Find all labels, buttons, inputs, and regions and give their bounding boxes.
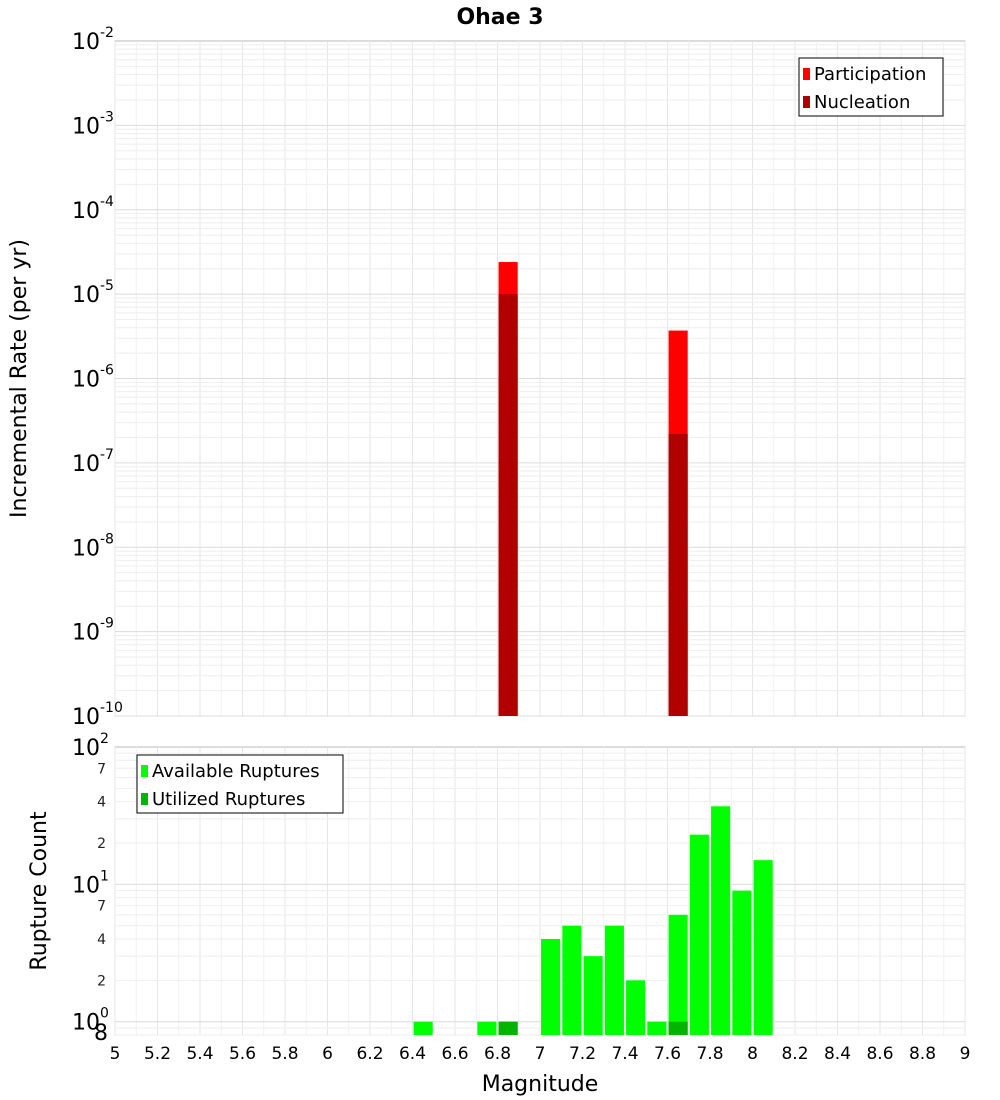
x-tick-label: 5 bbox=[110, 1044, 121, 1064]
legend-box bbox=[798, 57, 944, 117]
y-tick-label: 10 bbox=[72, 283, 100, 308]
x-tick-label: 6.6 bbox=[441, 1044, 468, 1064]
y-minor-tick-label: 8 bbox=[94, 1021, 108, 1046]
bar-utilized-ruptures bbox=[668, 1021, 688, 1035]
bottom-bars bbox=[413, 806, 773, 1035]
bar-available-ruptures bbox=[668, 914, 688, 1035]
y-tick-exponent: 2 bbox=[100, 731, 109, 747]
y-minor-tick-label: 7 bbox=[97, 899, 106, 915]
top-legend: Participation Nucleation bbox=[798, 57, 944, 117]
y-tick-exponent: 0 bbox=[100, 1006, 109, 1022]
bar-available-ruptures bbox=[541, 939, 561, 1035]
y-tick-label: 10 bbox=[72, 368, 100, 393]
y-minor-tick-label: 2 bbox=[97, 836, 106, 852]
legend-entry: Utilized Ruptures bbox=[152, 789, 305, 810]
y-tick-exponent: -9 bbox=[100, 616, 114, 632]
bar-available-ruptures bbox=[604, 925, 624, 1035]
x-ticks: 5 5.2 5.4 5.6 5.8 6 6.2 6.4 6.6 6.8 7 7.2 7.4 7.6 7.8 8… bbox=[110, 1044, 971, 1064]
x-tick-label: 7.4 bbox=[611, 1044, 638, 1064]
bar-available-ruptures bbox=[477, 1021, 497, 1035]
x-tick-label: 7.8 bbox=[696, 1044, 723, 1064]
bar-available-ruptures bbox=[732, 890, 752, 1035]
x-tick-label: 6 bbox=[322, 1044, 333, 1064]
bottom-y-axis-label: Rupture Count bbox=[27, 811, 52, 971]
top-bars bbox=[498, 262, 688, 716]
x-axis-label: Magnitude bbox=[482, 1072, 599, 1097]
y-tick-label: 10 bbox=[72, 114, 100, 139]
y-tick-exponent: -7 bbox=[100, 447, 114, 463]
top-y-ticks: 10-210-310-410-510-610-710-810-910-10 bbox=[72, 25, 123, 730]
x-tick-label: 6.4 bbox=[399, 1044, 426, 1064]
x-tick-label: 6.2 bbox=[356, 1044, 383, 1064]
legend-entry: Nucleation bbox=[814, 92, 910, 113]
bar-nucleation bbox=[668, 433, 688, 716]
y-tick-label: 10 bbox=[72, 452, 100, 477]
y-minor-tick-label: 7 bbox=[97, 761, 106, 777]
x-tick-label: 6.8 bbox=[484, 1044, 511, 1064]
x-tick-label: 8.8 bbox=[909, 1044, 936, 1064]
y-tick-label: 10 bbox=[72, 1011, 100, 1036]
x-tick-label: 5.6 bbox=[229, 1044, 256, 1064]
bar-available-ruptures bbox=[689, 834, 709, 1035]
x-tick-label: 8.2 bbox=[781, 1044, 808, 1064]
chart-title: Ohae 3 bbox=[456, 5, 543, 30]
bar-utilized-ruptures bbox=[498, 1021, 518, 1035]
legend-box bbox=[136, 754, 344, 814]
y-tick-exponent: -4 bbox=[100, 194, 114, 210]
top-y-axis-label: Incremental Rate (per yr) bbox=[7, 239, 32, 518]
x-tick-label: 7.2 bbox=[569, 1044, 596, 1064]
bar-available-ruptures bbox=[562, 925, 582, 1035]
x-tick-label: 5.2 bbox=[144, 1044, 171, 1064]
bar-nucleation bbox=[498, 294, 518, 716]
bar-available-ruptures bbox=[753, 860, 773, 1035]
x-tick-label: 8 bbox=[747, 1044, 758, 1064]
y-tick-label: 10 bbox=[72, 873, 100, 898]
bar-available-ruptures bbox=[583, 956, 603, 1035]
legend-swatch bbox=[141, 765, 148, 777]
y-tick-exponent: -6 bbox=[100, 363, 114, 379]
bar-available-ruptures bbox=[711, 806, 731, 1035]
y-tick-exponent: 1 bbox=[100, 868, 109, 884]
x-tick-label: 5.4 bbox=[186, 1044, 213, 1064]
legend-swatch bbox=[141, 793, 148, 805]
y-tick-exponent: -2 bbox=[100, 25, 114, 41]
x-tick-label: 7 bbox=[535, 1044, 546, 1064]
x-tick-label: 5.8 bbox=[271, 1044, 298, 1064]
y-minor-tick-label: 2 bbox=[97, 973, 106, 989]
y-minor-tick-label: 4 bbox=[97, 932, 106, 948]
y-tick-exponent: -8 bbox=[100, 531, 114, 547]
y-tick-exponent: -5 bbox=[100, 278, 114, 294]
bar-available-ruptures bbox=[626, 980, 646, 1035]
bottom-legend: Available Ruptures Utilized Ruptures bbox=[136, 754, 344, 814]
y-tick-label: 10 bbox=[72, 199, 100, 224]
legend-swatch bbox=[803, 96, 810, 108]
legend-swatch bbox=[803, 68, 810, 80]
y-tick-label: 10 bbox=[72, 536, 100, 561]
y-tick-exponent: -10 bbox=[100, 700, 123, 716]
legend-entry: Available Ruptures bbox=[152, 761, 320, 782]
legend-entry: Participation bbox=[814, 64, 926, 85]
y-tick-label: 10 bbox=[72, 621, 100, 646]
y-tick-label: 10 bbox=[72, 30, 100, 55]
bar-available-ruptures bbox=[413, 1021, 433, 1035]
x-tick-label: 7.6 bbox=[654, 1044, 681, 1064]
x-tick-label: 8.6 bbox=[866, 1044, 893, 1064]
y-tick-exponent: -3 bbox=[100, 109, 114, 125]
x-tick-label: 9 bbox=[960, 1044, 971, 1064]
y-tick-label: 10 bbox=[72, 705, 100, 730]
top-plot: 10-210-310-410-510-610-710-810-910-10 In… bbox=[7, 25, 966, 730]
y-tick-label: 10 bbox=[72, 736, 100, 761]
y-minor-tick-label: 4 bbox=[97, 795, 106, 811]
bar-available-ruptures bbox=[647, 1021, 667, 1035]
x-tick-label: 8.4 bbox=[824, 1044, 851, 1064]
top-grid bbox=[114, 41, 966, 717]
